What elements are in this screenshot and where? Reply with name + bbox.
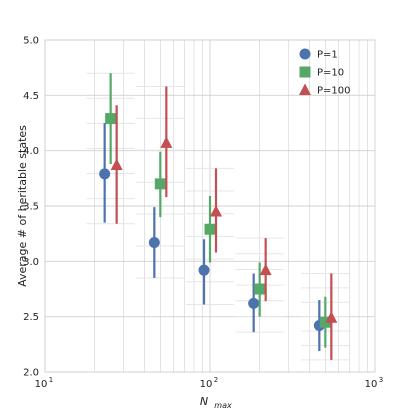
x-axis-label-subscript: max — [214, 401, 232, 410]
x-tick-exponent: 3 — [379, 376, 383, 384]
x-tick-label: 10 — [200, 379, 213, 390]
axis-layer: 2.02.53.03.54.04.55.010 1 10 2 10 3N maxAverag… — [16, 36, 383, 411]
legend-label: P=1 — [317, 50, 338, 61]
x-tick-label: 10 — [365, 379, 378, 390]
x-tick-exponent: 1 — [49, 376, 53, 384]
data-point-triangle — [160, 136, 173, 148]
data-point-triangle — [210, 205, 222, 217]
legend-marker-square — [299, 66, 311, 78]
y-tick-label: 3.0 — [23, 257, 39, 268]
data-point-square — [204, 223, 216, 235]
data-point-triangle — [110, 158, 123, 171]
data-point-square — [105, 113, 117, 125]
data-point-circle — [148, 237, 160, 249]
y-tick-label: 3.5 — [23, 202, 39, 213]
x-tick-exponent: 2 — [214, 376, 218, 384]
legend-label: P=100 — [317, 86, 351, 97]
y-tick-label: 2.0 — [23, 368, 39, 379]
data-point-triangle — [259, 263, 272, 276]
data-point-square — [154, 178, 166, 190]
y-tick-label: 5.0 — [23, 36, 39, 47]
y-tick-label: 2.5 — [23, 312, 39, 323]
data-point-circle — [248, 297, 260, 309]
legend-label: P=10 — [317, 68, 344, 79]
data-layer — [99, 73, 338, 360]
legend-marker-triangle — [299, 83, 311, 95]
data-point-triangle — [325, 311, 338, 323]
y-tick-label: 4.5 — [23, 91, 39, 102]
y-axis-label: Average # of heritable states — [16, 125, 29, 287]
x-axis-label: N — [200, 395, 208, 408]
data-point-circle — [99, 168, 111, 180]
x-tick-label: 10 — [35, 379, 48, 390]
legend: P=1 P=10 P=100 — [299, 48, 351, 97]
data-point-square — [319, 316, 331, 328]
legend-marker-circle — [299, 48, 311, 60]
data-point-circle — [198, 264, 210, 276]
data-point-square — [254, 283, 266, 295]
y-tick-label: 4.0 — [23, 146, 39, 157]
